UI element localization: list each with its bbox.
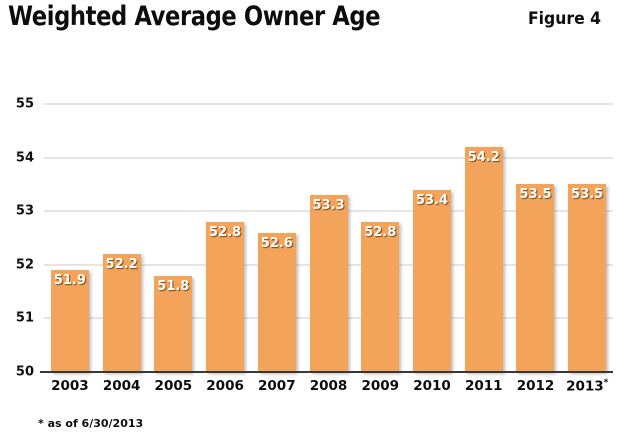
x-tick-label-2008: 2008	[309, 378, 348, 394]
bar-value-label-2013: 53.5	[571, 187, 604, 203]
x-axis-labels: 2003 2004 2005 2006 2007 2008 2009 2010 2011 2012…	[44, 378, 613, 395]
chart-title: Weighted Average Owner Age	[8, 1, 381, 32]
bar-value-label-2011: 54.2	[467, 149, 500, 165]
bar-2004: 52.2	[102, 254, 141, 372]
y-tick-label-55: 55	[15, 96, 34, 112]
bar-2010: 53.4	[413, 189, 451, 372]
x-tick-label-2013: 2013*	[566, 378, 609, 395]
bar-slot-2010: 53.4	[406, 104, 458, 372]
bar-slot-2005: 51.8	[147, 104, 199, 372]
bar-slot-2003: 51.9	[44, 104, 96, 372]
bar-2005: 51.8	[154, 275, 193, 372]
bar-slot-2013: 53.5	[561, 104, 613, 372]
bar-slot-2008: 53.3	[303, 104, 355, 372]
bar-value-label-2012: 53.5	[519, 187, 552, 203]
bar-series: 51.9 52.2 51.8 52.8 52.6 53.3 52.8 53.4 54.2 53.5…	[44, 104, 613, 372]
bar-value-label-2009: 52.8	[364, 224, 397, 240]
bar-2008: 53.3	[309, 195, 348, 372]
bar-slot-2006: 52.8	[199, 104, 251, 372]
gridline-55	[44, 103, 613, 105]
bar-slot-2011: 54.2	[458, 104, 510, 372]
bar-slot-2007: 52.6	[251, 104, 303, 372]
x-tick-label-2005: 2005	[154, 378, 193, 394]
bar-value-label-2004: 52.2	[105, 257, 138, 273]
bar-2012: 53.5	[516, 184, 555, 372]
bar-2011: 54.2	[464, 146, 503, 372]
bar-value-label-2010: 53.4	[415, 192, 449, 208]
footnote: * as of 6/30/2013	[38, 417, 144, 430]
y-tick-label-52: 52	[15, 257, 34, 273]
bar-2003: 51.9	[50, 270, 89, 372]
x-tick-label-2003: 2003	[51, 378, 89, 394]
gridline-54	[44, 157, 613, 159]
x-axis-baseline	[40, 371, 613, 373]
bar-2007: 52.6	[257, 232, 296, 372]
x-tick-label-2010: 2010	[413, 378, 451, 394]
bar-2009: 52.8	[361, 221, 400, 372]
x-tick-label-2011: 2011	[464, 378, 503, 394]
bar-value-label-2003: 51.9	[53, 273, 86, 289]
bar-value-label-2006: 52.8	[209, 224, 242, 240]
x-tick-label-2006: 2006	[206, 378, 244, 394]
plot-area: 51.9 52.2 51.8 52.8 52.6 53.3 52.8 53.4 54.2 53.5…	[40, 103, 613, 373]
x-tick-label-2007: 2007	[258, 378, 296, 394]
y-tick-label-50: 50	[15, 364, 34, 380]
figure-number-label: Figure 4	[528, 9, 602, 29]
y-axis: 50 51 52 53 54 55	[10, 98, 34, 379]
bar-slot-2004: 52.2	[96, 104, 148, 372]
x-tick-label-2012: 2012	[516, 378, 555, 394]
bar-value-label-2008: 53.3	[312, 198, 345, 214]
footnote-asterisk: *	[603, 378, 609, 388]
bar-slot-2012: 53.5	[510, 104, 562, 372]
bar-value-label-2007: 52.6	[260, 235, 293, 251]
x-tick-label-2004: 2004	[102, 378, 141, 394]
y-tick-label-53: 53	[15, 203, 34, 219]
y-tick-label-54: 54	[15, 150, 34, 166]
bar-slot-2009: 52.8	[354, 104, 406, 372]
x-tick-label-2009: 2009	[361, 378, 400, 394]
bar-2006: 52.8	[206, 221, 245, 372]
bar-2013: 53.5	[568, 184, 607, 372]
y-tick-label-51: 51	[15, 310, 34, 326]
bar-value-label-2005: 51.8	[157, 278, 190, 294]
